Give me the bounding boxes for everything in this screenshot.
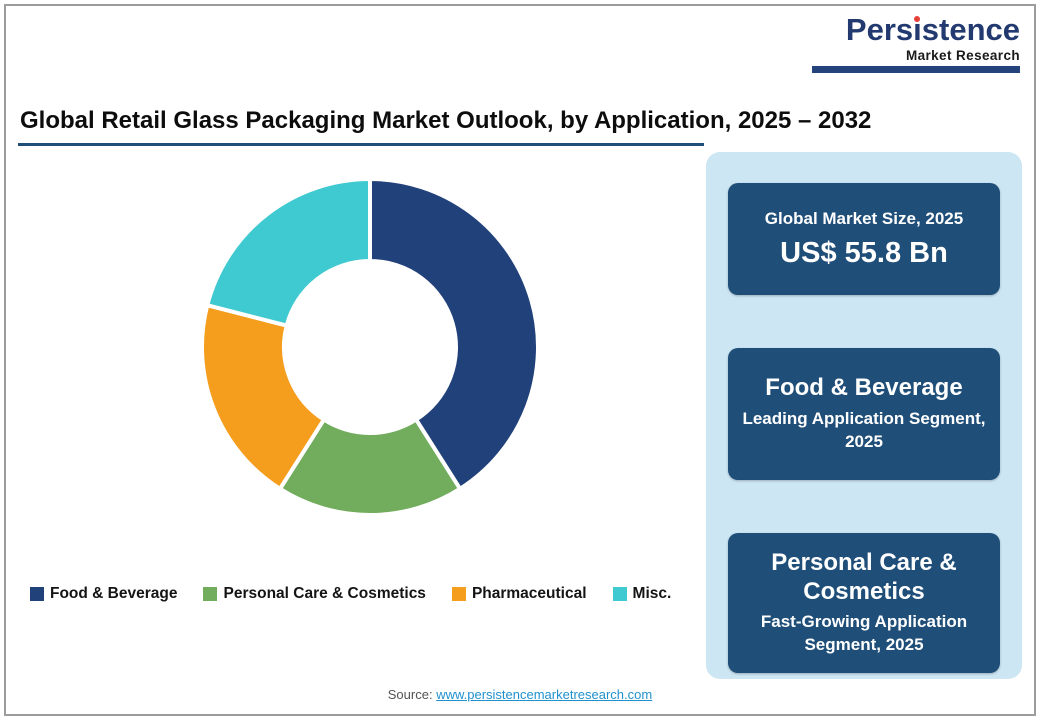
donut-chart <box>180 157 560 537</box>
brand-underline-bar <box>812 65 1020 73</box>
fast-growing-segment-caption: Fast-Growing Application Segment, 2025 <box>760 612 968 655</box>
brand-subtitle: Market Research <box>905 47 1020 63</box>
legend-swatch-pharmaceutical <box>451 587 466 601</box>
leading-segment-name: Food & Beverage <box>765 374 963 402</box>
legend-label-personal-care-cosmetics: Personal Care & Cosmetics <box>223 585 426 602</box>
market-size-label: Global Market Size, 2025 <box>764 208 964 228</box>
legend-item-misc: Misc. <box>612 585 672 603</box>
chart-legend: Food & Beverage Personal Care & Cosmetics… <box>30 585 720 603</box>
legend-label-food-beverage: Food & Beverage <box>50 585 178 602</box>
donut-segment-pharmaceutical <box>200 303 326 491</box>
fast-growing-segment-name: Personal Care & Cosmetics <box>771 548 957 605</box>
legend-item-pharmaceutical: Pharmaceutical <box>451 585 587 603</box>
title-underline <box>18 143 704 146</box>
highlight-card-fast-growing-segment: Personal Care & Cosmetics Fast-Growing A… <box>728 533 1000 673</box>
legend-swatch-misc <box>612 587 627 601</box>
highlight-card-market-size: Global Market Size, 2025 US$ 55.8 Bn <box>728 183 1000 295</box>
source-label: Source: <box>387 687 437 702</box>
legend-label-misc: Misc. <box>632 585 672 602</box>
highlight-card-leading-segment: Food & Beverage Leading Application Segm… <box>728 348 1000 480</box>
legend-item-food-beverage: Food & Beverage <box>30 585 177 603</box>
donut-segment-personal-care-cosmetics <box>277 417 463 517</box>
donut-chart-svg <box>200 177 540 517</box>
source-link[interactable]: www.persistencemarketresearch.com <box>436 687 653 702</box>
brand-i-red-dot: i <box>913 12 922 47</box>
leading-segment-caption: Leading Application Segment, 2025 <box>742 408 986 451</box>
legend-item-personal-care-cosmetics: Personal Care & Cosmetics <box>203 585 426 603</box>
source-line: Source: www.persistencemarketresearch.co… <box>0 687 1040 702</box>
highlights-panel: Global Market Size, 2025 US$ 55.8 Bn Foo… <box>706 152 1022 679</box>
brand-name-part2: stence <box>921 12 1020 47</box>
brand-name: Persistence <box>812 12 1020 47</box>
brand-name-part1: Pers <box>845 12 914 47</box>
legend-swatch-food-beverage <box>30 587 44 601</box>
brand-logo: Persistence Market Research <box>812 12 1020 73</box>
donut-segment-misc <box>205 177 372 328</box>
legend-swatch-personal-care-cosmetics <box>203 587 218 601</box>
market-size-value: US$ 55.8 Bn <box>780 236 948 269</box>
donut-segment-food-beverage <box>368 177 540 491</box>
page-title: Global Retail Glass Packaging Market Out… <box>20 107 872 134</box>
legend-label-pharmaceutical: Pharmaceutical <box>471 585 587 602</box>
